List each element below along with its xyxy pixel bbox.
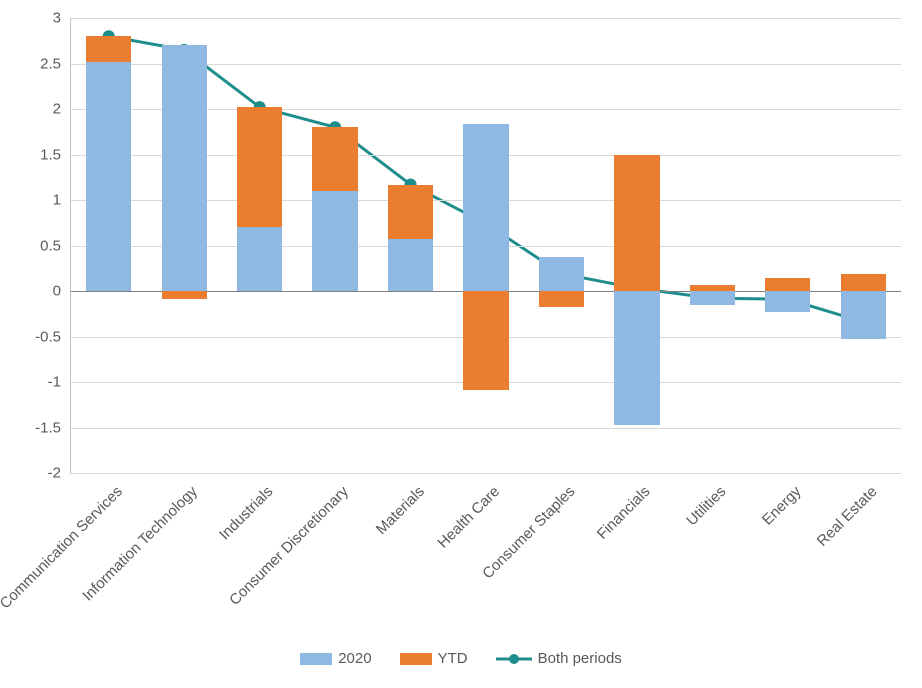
y-tick-label: -1 — [48, 374, 71, 391]
legend-item: Both periods — [496, 650, 622, 667]
bar-segment — [539, 257, 584, 291]
x-tick-label: Communication Services — [0, 483, 126, 612]
bar-segment — [237, 227, 282, 291]
y-tick-label: 0.5 — [40, 237, 71, 254]
x-tick-label: Real Estate — [813, 483, 880, 550]
y-tick-label: -2 — [48, 465, 71, 482]
x-tick-label: Materials — [373, 483, 428, 538]
sector-chart: -2-1.5-1-0.500.511.522.53 Communication … — [0, 0, 922, 688]
bar-segment — [237, 107, 282, 227]
bar-segment — [463, 124, 508, 291]
gridline — [71, 428, 901, 429]
bar-segment — [841, 274, 886, 291]
legend: 2020 YTD Both periods — [0, 650, 922, 667]
bar-segment — [312, 127, 357, 191]
legend-label: 2020 — [338, 650, 371, 667]
x-tick-label: Industrials — [216, 483, 276, 543]
x-tick-label: Financials — [594, 483, 654, 543]
bar-segment — [86, 62, 131, 291]
gridline — [71, 473, 901, 474]
bar-segment — [690, 291, 735, 305]
y-tick-label: -0.5 — [35, 328, 71, 345]
x-tick-label: Energy — [759, 483, 805, 529]
bar-segment — [614, 291, 659, 425]
bar-segment — [162, 45, 207, 291]
y-tick-label: 2.5 — [40, 55, 71, 72]
bar-segment — [614, 155, 659, 292]
bar-segment — [388, 239, 433, 291]
legend-swatch — [400, 653, 432, 665]
y-tick-label: 1.5 — [40, 146, 71, 163]
legend-swatch — [496, 653, 532, 665]
gridline — [71, 18, 901, 19]
legend-item: 2020 — [300, 650, 371, 667]
bar-segment — [690, 285, 735, 291]
bar-segment — [841, 291, 886, 339]
y-tick-label: -1.5 — [35, 419, 71, 436]
y-tick-label: 2 — [53, 101, 71, 118]
bar-segment — [86, 36, 131, 61]
bar-segment — [162, 291, 207, 299]
y-tick-label: 0 — [53, 283, 71, 300]
plot-area: -2-1.5-1-0.500.511.522.53 — [70, 18, 901, 474]
y-tick-label: 3 — [53, 10, 71, 27]
bar-segment — [765, 291, 810, 312]
bar-segment — [765, 278, 810, 291]
bar-segment — [539, 291, 584, 307]
legend-label: YTD — [438, 650, 468, 667]
bar-segment — [312, 191, 357, 291]
legend-item: YTD — [400, 650, 468, 667]
x-tick-label: Utilities — [683, 483, 729, 529]
legend-label: Both periods — [538, 650, 622, 667]
legend-swatch — [300, 653, 332, 665]
y-tick-label: 1 — [53, 192, 71, 209]
bar-segment — [463, 291, 508, 390]
x-tick-label: Health Care — [434, 483, 503, 552]
bar-segment — [388, 185, 433, 240]
